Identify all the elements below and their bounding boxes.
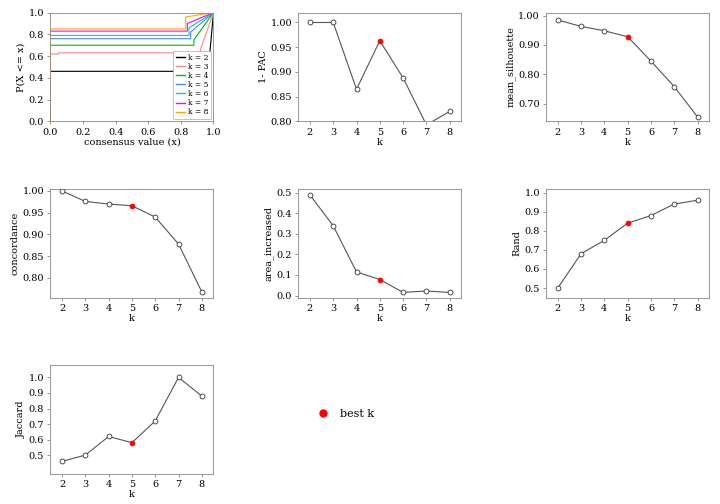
Y-axis label: concordance: concordance xyxy=(11,212,19,275)
X-axis label: consensus value (x): consensus value (x) xyxy=(84,138,180,147)
X-axis label: k: k xyxy=(129,314,135,323)
Legend: k = 2, k = 3, k = 4, k = 5, k = 6, k = 7, k = 8: k = 2, k = 3, k = 4, k = 5, k = 6, k = 7… xyxy=(173,51,211,119)
X-axis label: k: k xyxy=(625,138,631,147)
X-axis label: k: k xyxy=(625,314,631,323)
X-axis label: k: k xyxy=(377,314,383,323)
Legend: best k: best k xyxy=(312,409,374,419)
Y-axis label: P(X <= x): P(X <= x) xyxy=(17,42,26,92)
Y-axis label: Rand: Rand xyxy=(513,230,521,256)
X-axis label: k: k xyxy=(129,490,135,499)
Y-axis label: Jaccard: Jaccard xyxy=(17,401,26,438)
Y-axis label: area_increased: area_increased xyxy=(264,206,274,281)
Y-axis label: 1- PAC: 1- PAC xyxy=(258,50,268,83)
X-axis label: k: k xyxy=(377,138,383,147)
Y-axis label: mean_silhouette: mean_silhouette xyxy=(505,27,516,107)
